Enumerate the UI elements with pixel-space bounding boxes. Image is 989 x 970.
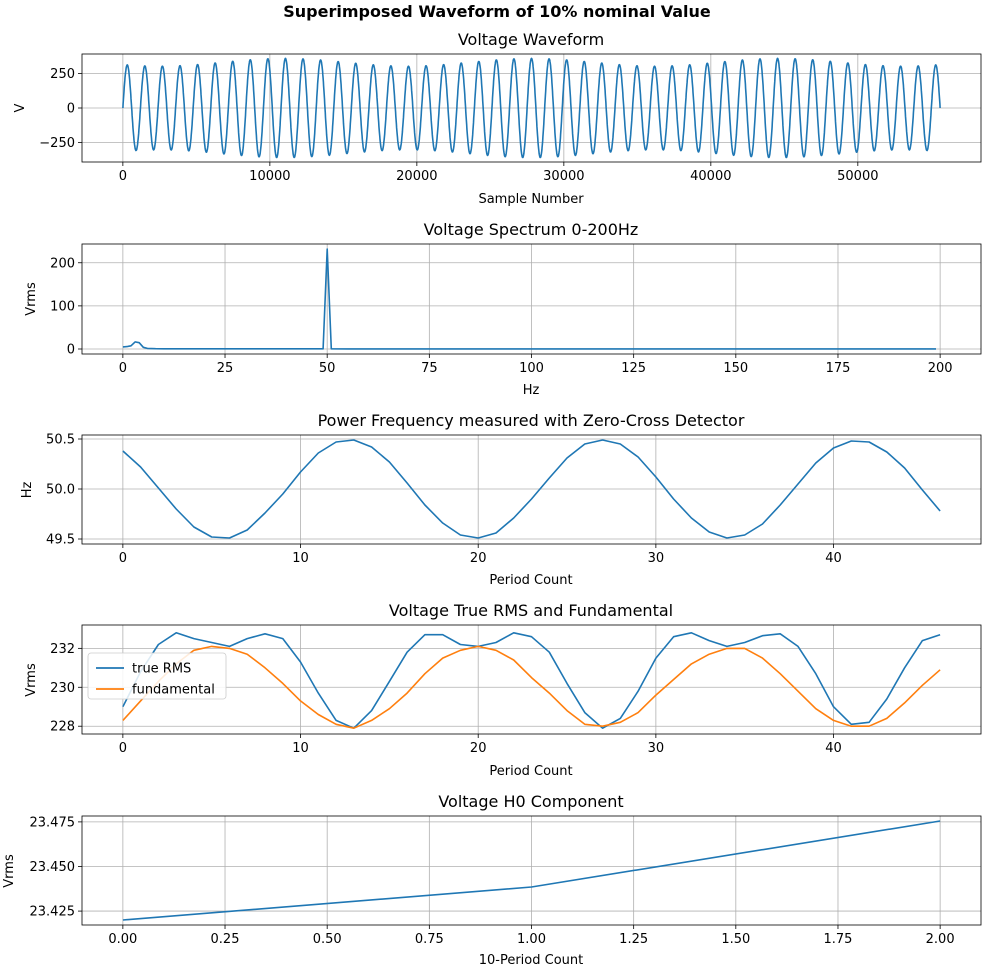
x-tick-label: 30 [648, 741, 665, 756]
legend-box [87, 652, 227, 700]
y-axis-label: V [13, 103, 28, 112]
plot-area: 0.00 0.25 0.50 0.75 1.00 1.25 1.50 1.75 2.00 23.4… [30, 815, 982, 947]
legend-label: true RMS [132, 662, 191, 677]
y-tick-label: 250 [50, 67, 75, 82]
subplot-true-rms-fundamental: Voltage True RMS and Fundamental Period … [24, 601, 982, 779]
x-tick-label: 200 [928, 361, 953, 376]
y-tick-label: 100 [50, 299, 75, 314]
x-tick-label: 0.00 [108, 932, 137, 947]
series-line [122, 631, 941, 730]
y-axis-label: Vrms [2, 854, 17, 888]
y-tick-label: 50.0 [46, 483, 75, 498]
x-tick-label: 100 [519, 361, 544, 376]
x-tick-label: 1.00 [517, 932, 546, 947]
x-tick-label: 1.25 [619, 932, 648, 947]
x-tick-label: 150 [723, 361, 748, 376]
x-tick-label: 30 [648, 551, 665, 566]
plot-title: Voltage H0 Component [438, 792, 623, 811]
x-tick-label: 10 [292, 741, 309, 756]
x-tick-label: 40000 [690, 169, 731, 184]
x-tick-label: 2.00 [926, 932, 955, 947]
grid [82, 435, 981, 544]
x-tick-label: 75 [421, 361, 438, 376]
x-tick-label: 0.50 [313, 932, 342, 947]
subplot-voltage-waveform: Voltage Waveform Sample Number V 0 10000 2… [13, 30, 982, 207]
plot-title: Voltage Spectrum 0-200Hz [424, 220, 639, 239]
grid [82, 244, 981, 354]
y-tick-label: 230 [50, 681, 75, 696]
plot-area: 0 10 20 30 40 49.5 50.0 50.5 [46, 433, 982, 566]
x-axis-label: Period Count [489, 764, 572, 779]
x-tick-label: 10 [292, 551, 309, 566]
figure-title: Superimposed Waveform of 10% nominal Val… [283, 2, 711, 21]
x-axis-label: Hz [523, 383, 540, 398]
subplot-power-frequency: Power Frequency measured with Zero-Cross… [20, 411, 982, 588]
x-tick-label: 1.50 [721, 932, 750, 947]
x-tick-label: 30000 [543, 169, 584, 184]
y-tick-label: 23.450 [30, 860, 76, 875]
plot-area: 0 25 50 75 100 125 150 175 200 0 100 200 [50, 243, 982, 376]
x-tick-label: 25 [217, 361, 234, 376]
x-tick-label: 10000 [249, 169, 290, 184]
series-line [122, 439, 941, 539]
plot-title: Voltage Waveform [458, 30, 604, 49]
y-tick-label: 0 [67, 102, 75, 117]
subplot-h0-component: Voltage H0 Component 10-Period Count Vrm… [2, 792, 982, 968]
x-tick-label: 0.25 [211, 932, 240, 947]
x-tick-label: 50 [319, 361, 336, 376]
x-axis-label: Sample Number [478, 192, 584, 207]
y-tick-label: 232 [50, 642, 75, 657]
x-tick-label: 0 [119, 169, 127, 184]
x-tick-label: 50000 [837, 169, 878, 184]
series-line [122, 820, 941, 921]
plot-area: 0 10000 20000 30000 40000 50000 −250 0 250 [39, 53, 982, 184]
x-tick-label: 0 [119, 361, 127, 376]
y-tick-label: 23.425 [30, 905, 76, 920]
plot-area: 0 10 20 30 40 228 230 232 true RMS fundamental [50, 624, 982, 756]
legend-label: fundamental [132, 683, 215, 698]
x-tick-label: 125 [621, 361, 646, 376]
plot-title: Power Frequency measured with Zero-Cross… [318, 411, 745, 430]
x-tick-label: 0.75 [415, 932, 444, 947]
x-tick-label: 0 [119, 741, 127, 756]
y-tick-label: 49.5 [46, 533, 75, 548]
plot-title: Voltage True RMS and Fundamental [389, 601, 673, 620]
legend: true RMS fundamental [87, 652, 227, 700]
x-tick-label: 1.75 [824, 932, 853, 947]
x-tick-label: 20 [470, 551, 487, 566]
series-line [122, 645, 941, 730]
x-tick-label: 20 [470, 741, 487, 756]
series-line [122, 248, 936, 350]
y-axis-label: Hz [20, 482, 35, 499]
x-tick-label: 175 [826, 361, 851, 376]
y-tick-label: 50.5 [46, 433, 75, 448]
y-axis-label: Vrms [24, 282, 39, 316]
y-tick-label: 0 [67, 342, 75, 357]
y-tick-label: 200 [50, 256, 75, 271]
axes-frame [81, 434, 982, 545]
y-tick-label: 228 [50, 720, 75, 735]
y-axis-label: Vrms [24, 663, 39, 697]
x-tick-label: 40 [825, 551, 842, 566]
x-axis-label: Period Count [489, 573, 572, 588]
x-axis-label: 10-Period Count [479, 953, 584, 968]
x-tick-label: 20000 [396, 169, 437, 184]
subplot-voltage-spectrum: Voltage Spectrum 0-200Hz Hz Vrms 0 25 50 75… [24, 220, 982, 398]
y-tick-label: −250 [39, 136, 75, 151]
grid [82, 816, 981, 925]
y-tick-label: 23.475 [30, 815, 76, 830]
x-tick-label: 40 [825, 741, 842, 756]
x-tick-label: 0 [119, 551, 127, 566]
axes-frame [81, 624, 982, 735]
grid [82, 54, 981, 162]
series-line [122, 57, 941, 159]
